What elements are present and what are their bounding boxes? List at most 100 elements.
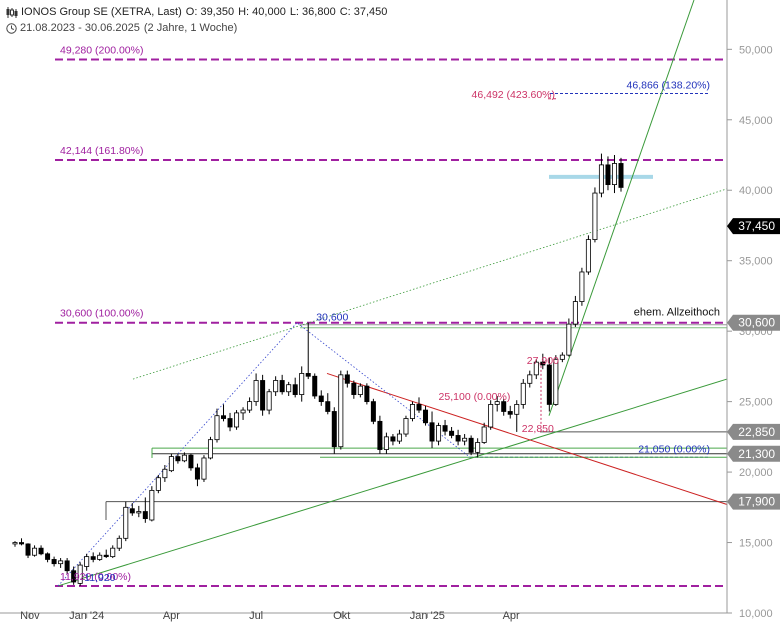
chart-labels: 49,280 (200.00%) 42,144 (161.80%) 30,600 (… xyxy=(60,44,720,583)
candle-up xyxy=(84,556,90,567)
candle-down xyxy=(546,364,552,405)
green-trendline-steep xyxy=(548,0,695,416)
candle-up xyxy=(286,384,292,393)
price-tag-label: 17,900 xyxy=(738,495,775,509)
y-tick-label: 50,000 xyxy=(739,44,773,56)
candle-down xyxy=(429,422,435,442)
candle-down xyxy=(390,436,396,442)
candle-down xyxy=(45,553,51,560)
candle-down xyxy=(423,409,429,424)
candle-down xyxy=(501,401,507,412)
price-tag xyxy=(727,493,780,510)
candle-down xyxy=(344,374,350,384)
price-tag-label: 22,850 xyxy=(738,425,775,439)
candle-down xyxy=(442,425,448,432)
x-tick-label: Jul xyxy=(249,610,263,622)
candle-up xyxy=(579,271,585,302)
candle-up xyxy=(299,373,305,395)
candle-down xyxy=(370,401,376,422)
candle-up xyxy=(116,537,122,549)
y-tick-label: 40,000 xyxy=(739,185,773,197)
pink-level-label: 46,492 (423.60%) xyxy=(472,89,555,101)
candlestick-icon xyxy=(6,6,18,18)
low-value: L: 36,800 xyxy=(289,6,336,18)
price-tag-label: 37,450 xyxy=(738,219,775,233)
y-tick-label: 25,000 xyxy=(739,397,773,409)
candle-up xyxy=(207,439,213,459)
candle-up xyxy=(338,374,344,448)
candle-down xyxy=(129,508,135,514)
candle-down xyxy=(19,542,25,545)
candle-up xyxy=(266,391,272,411)
candle-down xyxy=(279,380,285,393)
candle-up xyxy=(149,489,155,521)
price-tag xyxy=(727,314,780,331)
candle-up xyxy=(58,560,64,565)
candle-down xyxy=(71,570,77,583)
candle-down xyxy=(351,382,357,395)
y-tick-label: 35,000 xyxy=(739,256,773,268)
candle-down xyxy=(364,385,370,403)
point-label: 11,920 xyxy=(84,572,115,584)
candle-up xyxy=(527,374,533,384)
candle-down xyxy=(227,418,233,428)
open-value: O: 39,350 xyxy=(185,6,235,18)
candle-down xyxy=(468,437,474,453)
chart-subheader: 21.08.2023 - 30.06.2025 (2 Jahre, 1 Woche… xyxy=(6,22,241,34)
candle-up xyxy=(436,425,442,442)
y-tick-label: 10,000 xyxy=(739,608,773,620)
candle-down xyxy=(38,547,44,555)
candle-up xyxy=(553,358,559,405)
candle-up xyxy=(136,511,142,514)
candle-up xyxy=(253,380,259,403)
candle-down xyxy=(142,511,148,519)
candle-up xyxy=(383,436,389,450)
price-tag-label: 21,300 xyxy=(738,447,775,461)
candle-down xyxy=(188,454,194,469)
candle-up xyxy=(598,164,604,194)
x-tick-label: Nov xyxy=(20,610,40,622)
candle-up xyxy=(592,192,598,240)
candle-up xyxy=(488,404,494,428)
high-value: H: 40,000 xyxy=(238,6,286,18)
fib-level-label: 49,280 (200.00%) xyxy=(60,44,143,56)
point-label: 22,850 xyxy=(522,423,554,435)
candle-up xyxy=(481,426,487,443)
blue-level-label: 46,866 (138.20%) xyxy=(627,79,710,91)
price-tag xyxy=(727,445,780,462)
candle-up xyxy=(572,301,578,325)
x-tick-label: Jan '25 xyxy=(410,610,445,622)
candle-down xyxy=(260,380,266,411)
candle-up xyxy=(475,442,481,453)
candle-up xyxy=(110,547,116,558)
candle-up xyxy=(12,542,18,545)
candle-up xyxy=(155,477,161,491)
candle-down xyxy=(312,375,318,397)
y-tick-label: 20,000 xyxy=(739,467,773,479)
chart-header: IONOS Group SE (XETRA, Last) O: 39,350 H: … xyxy=(6,6,391,18)
candles xyxy=(12,153,624,586)
candle-down xyxy=(25,543,31,556)
candle-up xyxy=(247,401,253,411)
candle-down xyxy=(64,560,70,572)
candle-up xyxy=(403,418,409,435)
point-label: 27,900 xyxy=(527,355,559,367)
candle-up xyxy=(240,409,246,414)
candle-down xyxy=(618,163,624,188)
candle-up xyxy=(514,404,520,415)
candle-up xyxy=(201,457,207,480)
x-tick-label: Jan '24 xyxy=(69,610,104,622)
candle-down xyxy=(377,420,383,450)
candle-up xyxy=(273,380,279,393)
candle-down xyxy=(292,384,298,395)
blue-level-label: 21,050 (0.00%) xyxy=(638,443,710,455)
candle-up xyxy=(533,361,539,376)
x-tick-label: Okt xyxy=(333,610,350,622)
candle-up xyxy=(462,437,468,442)
x-tick-label: Apr xyxy=(503,610,520,622)
candle-up xyxy=(520,382,526,405)
candle-down xyxy=(175,456,181,462)
candle-down xyxy=(51,559,57,565)
red-downtrend-line xyxy=(326,372,728,505)
